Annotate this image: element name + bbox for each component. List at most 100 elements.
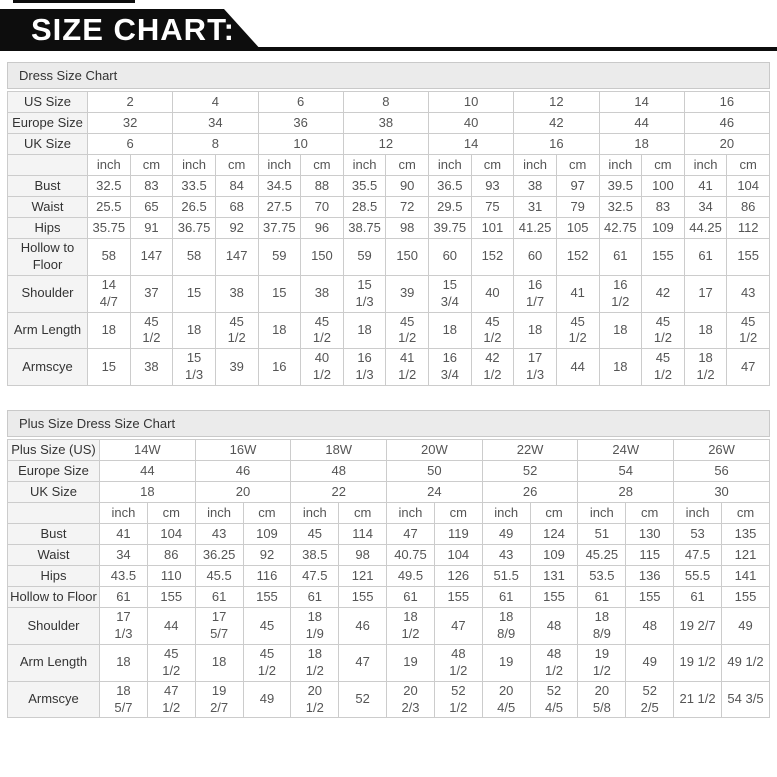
row-label-cell: Armscye <box>7 680 100 719</box>
measure-value-cell: 155 <box>338 586 388 609</box>
measure-row: Waist 25.5 65 26.5 68 27.5 70 28.5 72 29.5 75 31 79 3… <box>7 196 770 218</box>
measure-value-cell: 45 1/2 <box>641 311 685 350</box>
size-value-cell: 26W <box>673 439 770 462</box>
measure-value-cell: 41.25 <box>513 217 557 239</box>
measure-value-cell: 119 <box>433 523 483 546</box>
size-value-cell: 6 <box>257 91 344 113</box>
measure-row: Shoulder 17 1/3 44 17 5/7 45 18 1/9 46 18 1/2 47… <box>7 607 771 645</box>
size-value-cell: 18W <box>290 439 388 462</box>
row-label-cell: Waist <box>7 196 88 218</box>
measure-value-cell: 61 <box>290 586 340 609</box>
measure-value-cell: 47 <box>433 607 483 645</box>
measure-value-cell: 92 <box>214 217 259 239</box>
row-label-cell: Waist <box>7 544 100 567</box>
measure-row: Arm Length 18 45 1/2 18 45 1/2 18 45 1/2 18 45 1… <box>7 311 770 350</box>
size-value-cell: 34 <box>172 112 259 134</box>
size-row: US Size 2 4 6 8 10 12 14 16 <box>7 91 771 113</box>
measure-value-cell: 52 2/5 <box>625 680 675 719</box>
measure-value-cell: 38 <box>513 175 557 197</box>
unit-cm-cell: cm <box>385 154 429 176</box>
measure-value-cell: 72 <box>385 196 429 218</box>
measure-value-cell: 19 1/2 <box>577 643 627 682</box>
size-value-cell: 46 <box>683 112 771 134</box>
measure-value-cell: 18 <box>598 311 643 350</box>
measure-value-cell: 150 <box>385 238 429 276</box>
measure-value-cell: 44 <box>146 607 196 645</box>
row-label-cell: Shoulder <box>7 607 100 645</box>
measure-value-cell: 18 <box>428 311 472 350</box>
measure-value-cell: 124 <box>529 523 579 546</box>
size-value-cell: 8 <box>342 91 430 113</box>
measure-value-cell: 16 <box>257 348 302 387</box>
measure-value-cell: 42.75 <box>598 217 643 239</box>
banner-underline <box>0 47 777 51</box>
banner-accent-strip <box>13 0 135 3</box>
measure-value-cell: 141 <box>720 565 771 588</box>
measure-value-cell: 147 <box>214 238 259 276</box>
measure-value-cell: 44 <box>555 348 600 387</box>
measure-value-cell: 34 <box>683 196 728 218</box>
measure-value-cell: 19 2/7 <box>673 607 722 645</box>
measure-row: Armscye 18 5/7 47 1/2 19 2/7 49 20 1/2 52 20 2/… <box>7 680 771 719</box>
measure-value-cell: 19 <box>481 643 531 682</box>
measure-value-cell: 17 <box>683 274 728 313</box>
measure-value-cell: 42 <box>641 274 685 313</box>
unit-inch-cell: inch <box>172 154 216 176</box>
measure-value-cell: 16 1/3 <box>342 348 387 387</box>
unit-inch-cell: inch <box>386 502 435 525</box>
size-value-cell: 16W <box>194 439 292 462</box>
measure-value-cell: 61 <box>386 586 435 609</box>
measure-value-cell: 18 <box>683 311 728 350</box>
measure-value-cell: 47.5 <box>290 565 340 588</box>
size-value-cell: 22W <box>481 439 579 462</box>
measure-value-cell: 18 <box>342 311 387 350</box>
measure-value-cell: 112 <box>726 217 770 239</box>
measure-value-cell: 47 <box>726 348 770 387</box>
size-value-cell: 16 <box>513 133 600 155</box>
unit-inch-cell: inch <box>673 502 722 525</box>
measure-value-cell: 126 <box>433 565 483 588</box>
size-value-cell: 30 <box>673 481 770 504</box>
measure-value-cell: 152 <box>470 238 515 276</box>
measure-value-cell: 96 <box>300 217 344 239</box>
measure-value-cell: 45 1/2 <box>214 311 259 350</box>
measure-value-cell: 47 <box>386 523 435 546</box>
measure-value-cell: 32.5 <box>598 196 643 218</box>
size-row: UK Size 6 8 10 12 14 16 18 20 <box>7 133 771 155</box>
measure-value-cell: 31 <box>513 196 557 218</box>
measure-value-cell: 155 <box>146 586 196 609</box>
row-label-cell: US Size <box>7 91 88 113</box>
measure-value-cell: 49 <box>625 643 675 682</box>
size-value-cell: 2 <box>86 91 174 113</box>
measure-value-cell: 52 4/5 <box>529 680 579 719</box>
measure-value-cell: 52 <box>338 680 388 719</box>
size-value-cell: 54 <box>577 460 675 483</box>
measure-value-cell: 100 <box>641 175 685 197</box>
measure-value-cell: 48 1/2 <box>529 643 579 682</box>
measure-row: Hollow to Floor 61 155 61 155 61 155 61 155 61 155… <box>7 586 771 609</box>
measure-value-cell: 110 <box>146 565 196 588</box>
measure-value-cell: 18 <box>598 348 643 387</box>
dress-chart-title: Dress Size Chart <box>7 62 770 89</box>
measure-value-cell: 43 <box>481 544 531 567</box>
measure-value-cell: 41 <box>683 175 728 197</box>
measure-value-cell: 58 <box>87 238 131 276</box>
row-label-cell: Hips <box>7 217 88 239</box>
measure-value-cell: 61 <box>577 586 627 609</box>
row-label-cell <box>7 502 100 525</box>
measure-value-cell: 136 <box>625 565 675 588</box>
measure-row: Armscye 15 38 15 1/3 39 16 40 1/2 16 1/3 41 1/2 1… <box>7 348 770 387</box>
unit-cm-cell: cm <box>433 502 483 525</box>
unit-cm-cell: cm <box>641 154 685 176</box>
measure-value-cell: 109 <box>242 523 292 546</box>
unit-inch-cell: inch <box>194 502 244 525</box>
plus-size-chart-section: Plus Size Dress Size Chart Plus Size (US… <box>7 410 771 719</box>
measure-value-cell: 61 <box>683 238 728 276</box>
measure-value-cell: 65 <box>129 196 174 218</box>
measure-value-cell: 45.5 <box>194 565 244 588</box>
row-label-cell: Hollow to Floor <box>7 238 88 276</box>
measure-value-cell: 147 <box>129 238 174 276</box>
size-value-cell: 24 <box>386 481 483 504</box>
measure-value-cell: 45 <box>242 607 292 645</box>
measure-value-cell: 29.5 <box>428 196 472 218</box>
